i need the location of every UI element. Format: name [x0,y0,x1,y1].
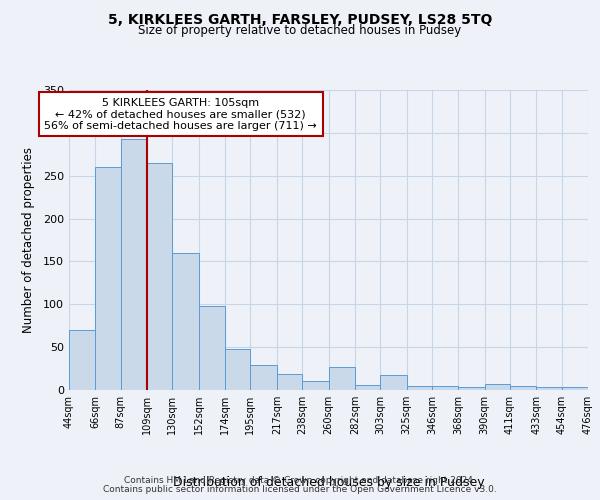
Bar [302,382,329,390]
Bar [510,386,536,390]
Bar [69,330,95,390]
Text: 5, KIRKLEES GARTH, FARSLEY, PUDSEY, LS28 5TQ: 5, KIRKLEES GARTH, FARSLEY, PUDSEY, LS28… [108,12,492,26]
Bar [432,386,458,390]
Text: Contains public sector information licensed under the Open Government Licence v3: Contains public sector information licen… [103,485,497,494]
Bar [407,386,432,390]
Bar [95,167,121,390]
Bar [485,384,510,390]
Bar [199,306,225,390]
Bar [536,388,562,390]
Bar [277,374,302,390]
Bar [562,388,588,390]
Bar [329,367,355,390]
X-axis label: Distribution of detached houses by size in Pudsey: Distribution of detached houses by size … [173,476,484,489]
Text: Contains HM Land Registry data © Crown copyright and database right 2024.: Contains HM Land Registry data © Crown c… [124,476,476,485]
Bar [172,253,199,390]
Text: 5 KIRKLEES GARTH: 105sqm
← 42% of detached houses are smaller (532)
56% of semi-: 5 KIRKLEES GARTH: 105sqm ← 42% of detach… [44,98,317,130]
Bar [250,365,277,390]
Y-axis label: Number of detached properties: Number of detached properties [22,147,35,333]
Bar [380,374,407,390]
Bar [355,385,380,390]
Bar [225,349,250,390]
Bar [121,139,147,390]
Bar [147,163,172,390]
Bar [458,388,485,390]
Text: Size of property relative to detached houses in Pudsey: Size of property relative to detached ho… [139,24,461,37]
